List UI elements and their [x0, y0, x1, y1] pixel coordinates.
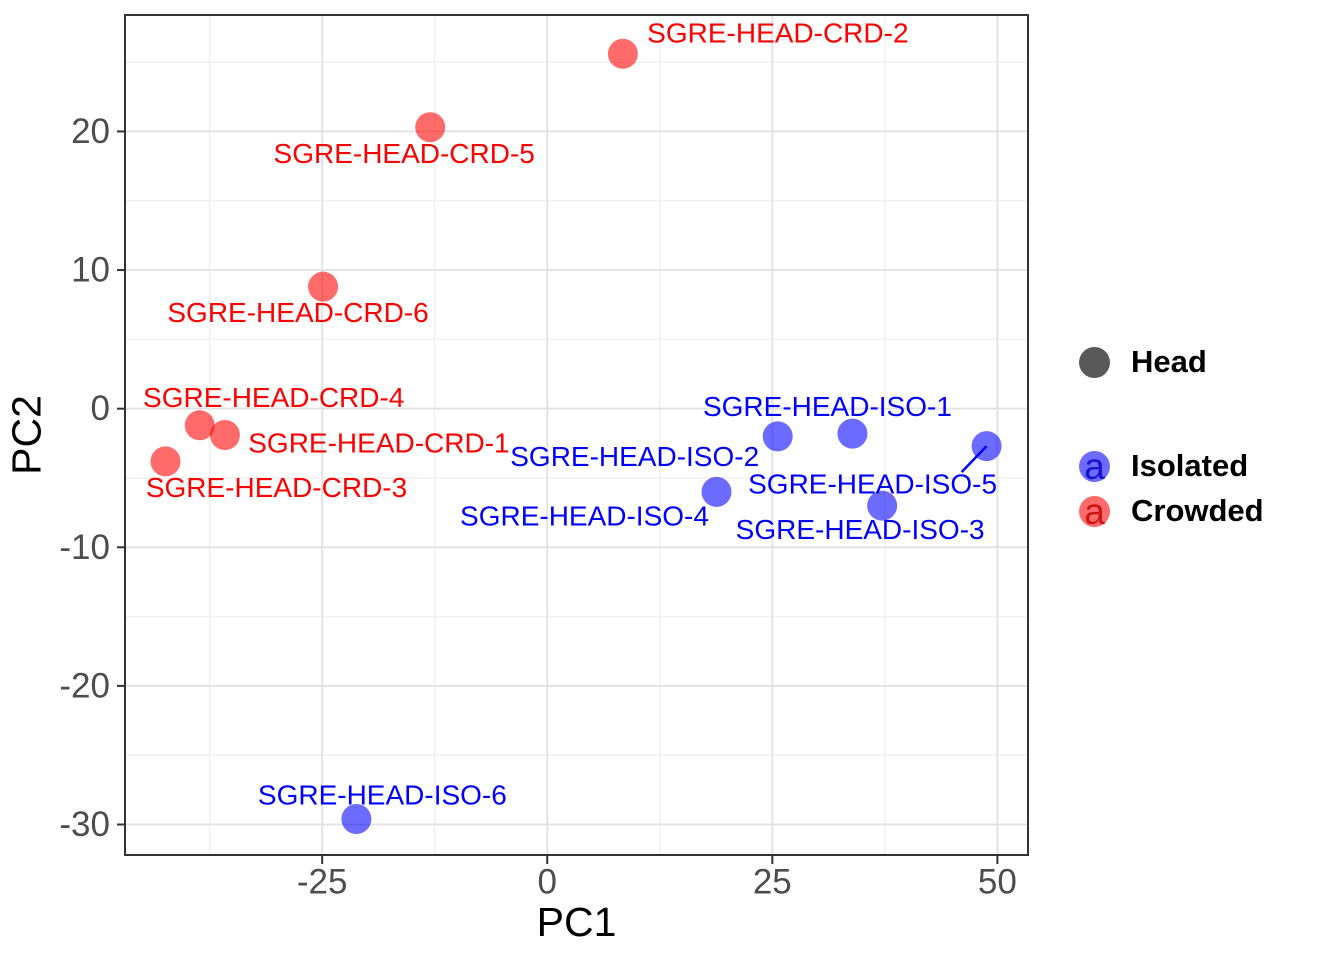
- data-point-sgre-head-crd-1: [209, 420, 240, 450]
- isolated-key-glyph: a: [1084, 445, 1105, 487]
- y-tick-label: 10: [71, 251, 110, 290]
- data-point-sgre-head-crd-2: [607, 38, 638, 69]
- y-tick-label: -10: [59, 528, 110, 567]
- point-label-sgre-head-crd-5: SGRE-HEAD-CRD-5: [274, 138, 535, 169]
- y-axis-title: PC2: [3, 395, 50, 475]
- data-point-sgre-head-iso-6: [341, 803, 372, 834]
- panel-border: [124, 14, 1029, 856]
- x-tick-label: 0: [538, 863, 557, 902]
- crowded-key-icon: a: [1079, 490, 1110, 532]
- crowded-key-glyph: a: [1084, 490, 1105, 532]
- isolated-key-icon: a: [1079, 445, 1110, 487]
- legend-row-isolated: a Isolated: [1079, 444, 1248, 488]
- data-point-sgre-head-iso-1: [837, 418, 868, 449]
- legend-label-crowded: Crowded: [1131, 493, 1264, 528]
- point-label-sgre-head-iso-1: SGRE-HEAD-ISO-1: [703, 391, 952, 422]
- data-point-sgre-head-crd-6: [308, 271, 339, 302]
- legend-row-crowded: a Crowded: [1079, 489, 1264, 533]
- x-axis-title: PC1: [536, 899, 617, 945]
- point-label-sgre-head-iso-2: SGRE-HEAD-ISO-2: [510, 441, 759, 472]
- point-label-sgre-head-crd-4: SGRE-HEAD-CRD-4: [143, 382, 404, 413]
- legend-label-head: Head: [1131, 344, 1207, 379]
- point-label-sgre-head-iso-6: SGRE-HEAD-ISO-6: [258, 779, 507, 810]
- data-point-sgre-head-crd-5: [415, 112, 446, 143]
- y-tick-label: 0: [91, 389, 110, 428]
- x-tick-label: 50: [978, 863, 1017, 902]
- legend-label-isolated: Isolated: [1131, 448, 1249, 483]
- y-tick-label: -30: [59, 805, 110, 844]
- point-label-sgre-head-crd-1: SGRE-HEAD-CRD-1: [248, 428, 509, 459]
- y-tick-label: 20: [71, 112, 110, 151]
- point-label-sgre-head-iso-4: SGRE-HEAD-ISO-4: [460, 500, 709, 531]
- data-point-sgre-head-iso-2: [762, 421, 793, 452]
- point-label-sgre-head-crd-6: SGRE-HEAD-CRD-6: [167, 297, 428, 328]
- y-tick-label: -20: [59, 666, 110, 705]
- data-point-sgre-head-iso-3: [867, 490, 898, 521]
- point-label-sgre-head-crd-2: SGRE-HEAD-CRD-2: [647, 17, 908, 48]
- legend-row-head: Head: [1079, 340, 1207, 384]
- x-tick-label: 25: [753, 863, 792, 902]
- data-point-sgre-head-crd-4: [184, 410, 215, 441]
- point-label-sgre-head-iso-3: SGRE-HEAD-ISO-3: [736, 514, 985, 545]
- data-point-sgre-head-iso-4: [701, 476, 732, 507]
- data-point-sgre-head-crd-3: [150, 446, 181, 477]
- point-label-sgre-head-crd-3: SGRE-HEAD-CRD-3: [146, 472, 407, 503]
- head-point-icon: [1079, 346, 1110, 378]
- data-point-sgre-head-iso-5: [971, 431, 1002, 462]
- x-tick-label: -25: [297, 863, 348, 902]
